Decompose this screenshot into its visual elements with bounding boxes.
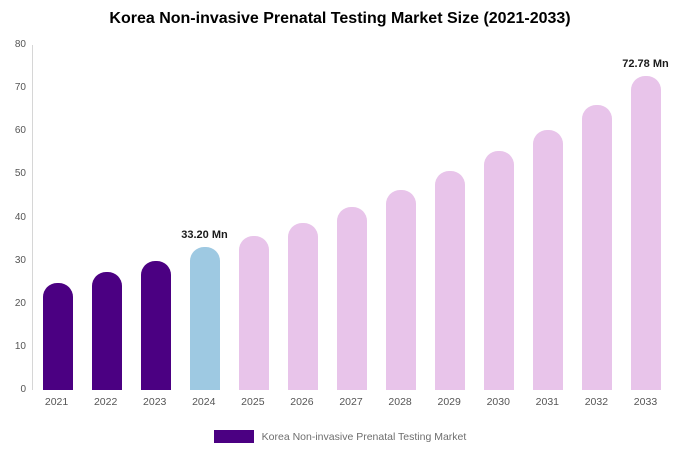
x-tick-label: 2031: [535, 396, 559, 408]
bar-slot: [82, 271, 131, 390]
x-tick-label: 2033: [633, 396, 658, 408]
bar-slot: [523, 129, 572, 390]
bar-2033: [630, 76, 661, 390]
y-tick-label: 60: [14, 125, 26, 137]
bar-2024: [189, 246, 220, 390]
y-tick-label: 80: [14, 39, 26, 50]
bar-slot: [131, 261, 180, 390]
y-tick-label: 50: [14, 168, 26, 180]
x-tick-label: 2025: [241, 396, 265, 408]
x-tick-label: 2029: [437, 396, 461, 408]
x-tick-label: 2032: [584, 396, 609, 408]
bar-2021: [42, 282, 73, 390]
legend-item[interactable]: Korea Non-invasive Prenatal Testing Mark…: [0, 430, 680, 443]
y-tick-label: 30: [14, 254, 26, 266]
bar-2029: [434, 171, 465, 390]
x-tick-label: 2021: [44, 396, 69, 408]
chart-title: Korea Non-invasive Prenatal Testing Mark…: [109, 10, 571, 27]
x-tick-label: 2022: [93, 396, 118, 408]
y-tick-label: 20: [14, 297, 26, 309]
y-tick-label: 0: [20, 384, 26, 395]
x-tick-label: 2024: [192, 396, 216, 408]
bar-value-label: 33.20 Mn: [181, 228, 228, 241]
bar-2027: [336, 207, 367, 390]
bar-slot: 33.20 Mn: [180, 229, 229, 390]
bar-slot: [278, 222, 327, 390]
bar-value-label: 72.78 Mn: [622, 58, 669, 71]
bar-2028: [385, 190, 416, 390]
bar-slot: [327, 207, 376, 390]
x-tick-label: 2023: [143, 396, 167, 408]
x-axis: 2021 2022 2023 2024 2025 2026 2027 2028 2029 2030…: [32, 396, 670, 408]
bar-slot: [376, 190, 425, 390]
bar-2025: [238, 236, 269, 390]
bar-2032: [581, 104, 612, 390]
bar-slot: [229, 236, 278, 390]
bar-2031: [532, 129, 563, 390]
bar-2030: [483, 151, 514, 390]
y-axis: 0 10 20 30 40 50 60 70 80: [0, 0, 28, 450]
x-tick-label: 2026: [290, 396, 314, 408]
bar-slot: [425, 171, 474, 390]
x-tick-label: 2030: [486, 396, 510, 408]
bar-2022: [91, 271, 122, 390]
bars-container: 33.20 Mn 72.78 Mn: [32, 45, 670, 390]
bar-slot: [572, 104, 621, 390]
y-tick-label: 40: [14, 211, 26, 223]
x-tick-label: 2028: [388, 396, 412, 408]
x-tick-label: 2027: [339, 396, 363, 408]
bar-slot: 72.78 Mn: [621, 58, 670, 390]
bar-2023: [140, 261, 171, 390]
bar-slot: [474, 151, 523, 390]
legend-swatch: [213, 430, 254, 443]
y-tick-label: 70: [14, 82, 26, 94]
bar-slot: [33, 282, 82, 390]
bar-2026: [287, 222, 318, 390]
legend-label: Korea Non-invasive Prenatal Testing Mark…: [261, 430, 467, 443]
y-tick-label: 10: [14, 340, 26, 352]
